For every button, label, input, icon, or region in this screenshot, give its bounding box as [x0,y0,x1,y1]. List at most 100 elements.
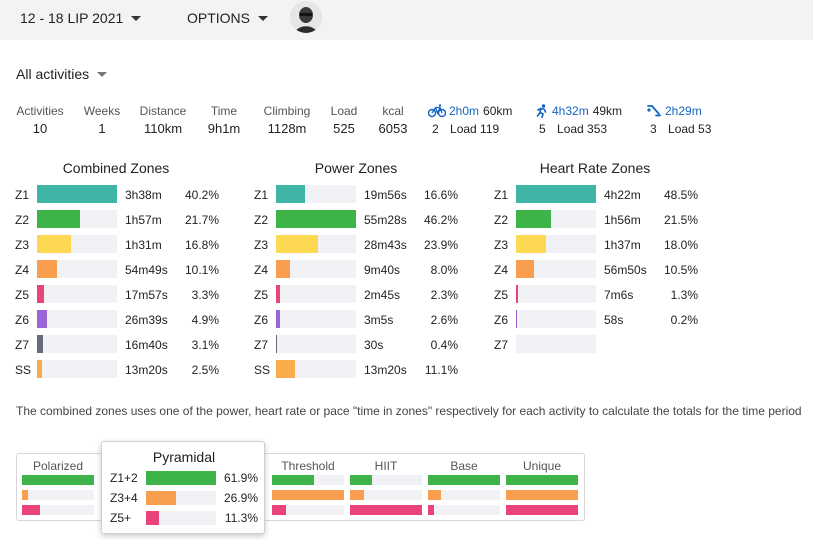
sport-count: 3 [650,122,657,136]
distribution-base[interactable]: Base [428,459,500,517]
zone-label: SS [254,363,271,377]
zone-bar-track [37,235,117,253]
distribution-bar-track [350,490,422,500]
sport-summary-run[interactable]: 4h32m 49km 5 Load 353 [535,104,622,136]
zone-percent: 10.5% [663,263,698,277]
activity-filter-dropdown[interactable]: All activities [16,64,108,84]
zone-time: 19m56s [364,188,407,202]
stat-value: 6053 [378,121,408,136]
popup-title: Pyramidal [152,449,216,465]
stat-value: 1128m [267,121,307,136]
zone-bar-fill [276,310,280,328]
zone-percent: 21.5% [663,213,698,227]
distribution-bar-fill [506,490,578,500]
popup-bar-fill [146,491,176,505]
distribution-bar-track [22,505,94,515]
zone-bar-fill [516,185,596,203]
zone-row: Z7 30s 0.4% [254,334,464,354]
sport-count: 5 [539,122,546,136]
zone-bar-track [37,260,117,278]
distribution-name: Threshold [281,459,335,473]
zone-row: Z6 26m39s 4.9% [15,309,225,329]
pyramidal-popup[interactable]: Pyramidal Z1+2 61.9% Z3+4 26.9% Z5+ 11.3% [101,441,265,534]
popup-row: Z3+4 26.9% [110,491,260,505]
sport-summary-bike[interactable]: 2h0m 60km 2 Load 119 [428,104,512,136]
zone-row: Z2 1h56m 21.5% [494,209,704,229]
stat-label: Activities [16,104,64,118]
zone-bar-fill [37,335,43,353]
zone-percent: 0.4% [430,338,458,352]
zone-bar-fill [516,260,534,278]
zone-label: Z3 [254,238,269,252]
distribution-name: Polarized [32,459,84,473]
distribution-threshold[interactable]: Threshold [272,459,344,517]
zone-label: Z5 [15,288,30,302]
distribution-bar-track [506,490,578,500]
date-range-dropdown[interactable]: 12 - 18 LIP 2021 [20,0,142,36]
distribution-bar-track [272,475,344,485]
distribution-bar-track [428,475,500,485]
zone-percent: 3.3% [191,288,219,302]
distribution-unique[interactable]: Unique [506,459,578,517]
zone-bar-fill [37,210,80,228]
zone-bar-track [516,210,596,228]
stat-time: Time 9h1m [202,104,246,136]
distribution-bar-track [350,475,422,485]
popup-row-percent: 26.9% [223,491,258,505]
zone-bar-fill [276,235,318,253]
distribution-name: HIIT [374,459,398,473]
zone-label: Z7 [15,338,30,352]
zone-row: Z7 16m40s 3.1% [15,334,225,354]
zone-percent: 2.6% [430,313,458,327]
distribution-polarized[interactable]: Polarized [22,459,94,517]
sport-time: 2h0m [449,104,480,118]
zone-time: 1h56m [604,213,641,227]
zone-time: 1h31m [125,238,162,252]
combined-zones-note: The combined zones uses one of the power… [16,404,802,418]
distribution-name: Unique [522,459,562,473]
zone-bar-track [276,310,356,328]
zone-bar-track [516,260,596,278]
sport-distance: 60km [483,104,513,118]
distribution-bar-track [22,475,94,485]
zone-row: Z1 19m56s 16.6% [254,184,464,204]
zone-label: Z6 [494,313,509,327]
popup-bar-track [146,511,216,525]
zone-bar-fill [276,185,305,203]
popup-row: Z5+ 11.3% [110,511,260,525]
distribution-bar-track [506,475,578,485]
stat-value: 1 [98,121,106,136]
distribution-hiit[interactable]: HIIT [350,459,422,517]
zone-label: Z4 [494,263,509,277]
popup-row-label: Z1+2 [110,471,138,485]
avatar[interactable] [290,1,322,33]
zone-bar-fill [516,285,518,303]
zone-time: 55m28s [364,213,407,227]
zone-time: 54m49s [125,263,168,277]
zone-label: SS [15,363,32,377]
zone-bar-track [276,210,356,228]
distribution-bar-fill [428,490,441,500]
zone-bar-track [276,235,356,253]
zone-label: Z2 [254,213,269,227]
zone-time: 26m39s [125,313,168,327]
sport-summary-swim[interactable]: 2h29m 3 Load 53 [646,104,711,136]
distribution-bar-fill [272,505,286,515]
options-dropdown[interactable]: OPTIONS [187,0,269,36]
zone-bar-track [276,185,356,203]
zone-label: Z2 [15,213,30,227]
chevron-down-icon [97,71,108,77]
distribution-bar-fill [22,490,28,500]
zone-bar-track [276,260,356,278]
chevron-down-icon [131,15,142,21]
run-icon [536,104,547,118]
popup-bar-track [146,471,216,485]
zone-percent: 40.2% [184,188,219,202]
stat-label: Weeks [83,104,121,118]
zone-bar-track [516,285,596,303]
distribution-bar-track [272,505,344,515]
zone-bar-fill [37,285,44,303]
zone-label: Z4 [15,263,30,277]
distribution-bar-fill [350,490,364,500]
distribution-bar-fill [22,475,94,485]
